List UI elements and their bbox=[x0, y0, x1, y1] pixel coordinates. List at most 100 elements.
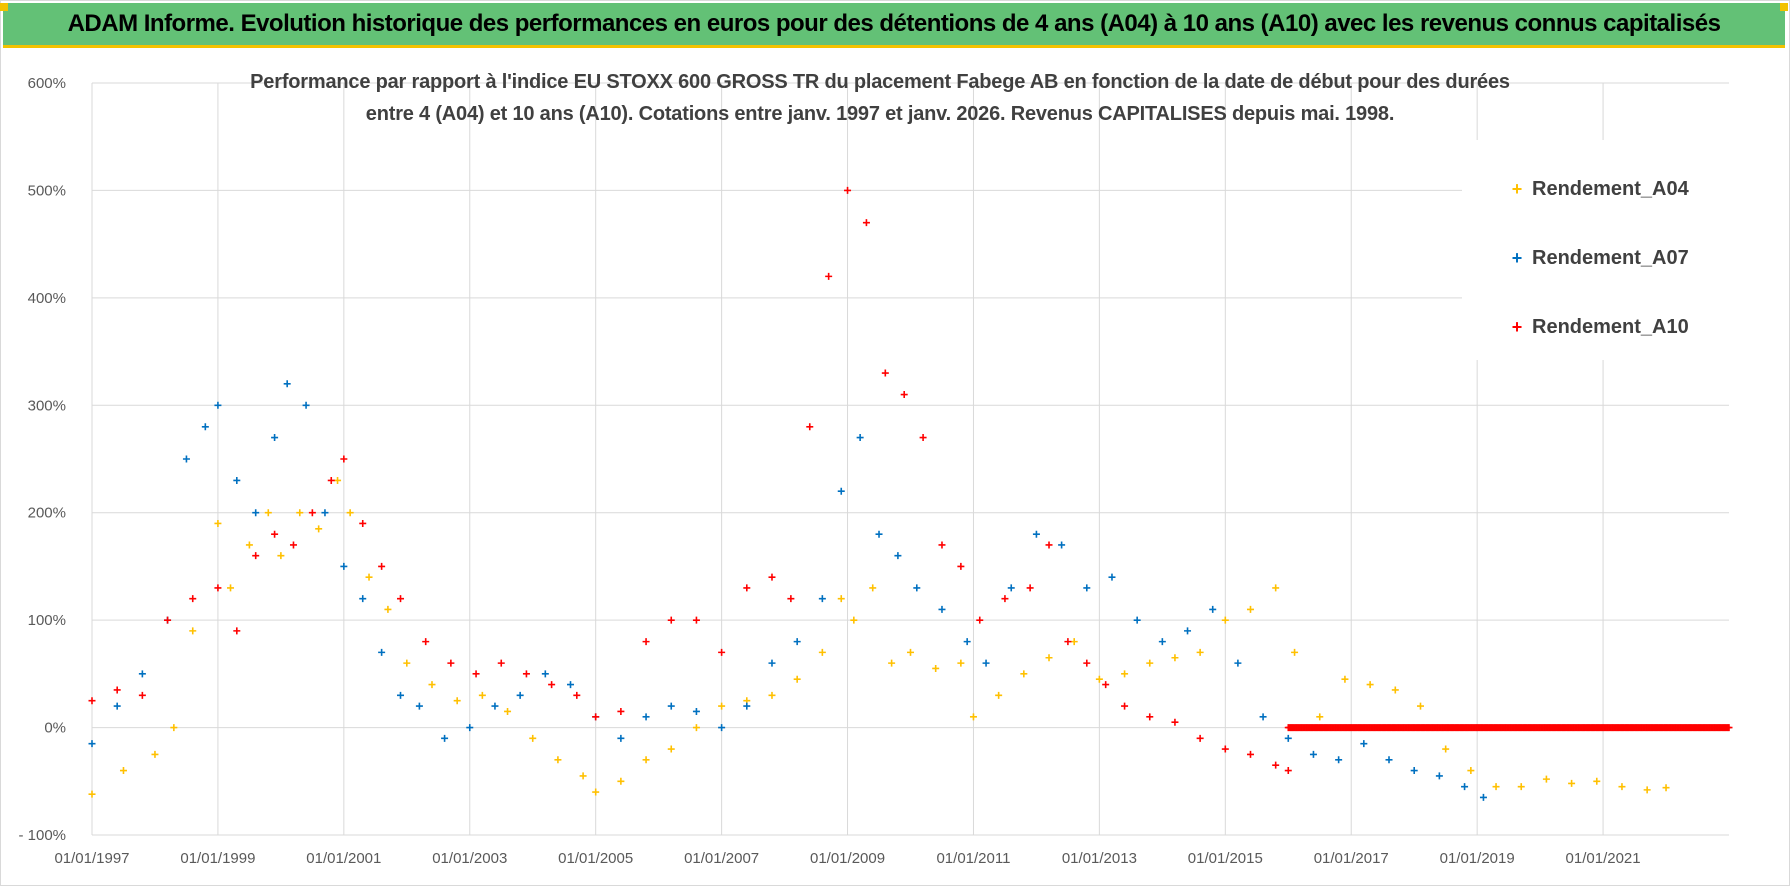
data-point bbox=[743, 702, 751, 710]
x-tick-label: 01/01/2019 bbox=[1440, 850, 1515, 867]
data-point bbox=[1593, 777, 1601, 785]
data-point bbox=[932, 664, 940, 672]
data-point bbox=[1366, 681, 1374, 689]
data-point bbox=[1133, 616, 1141, 624]
data-point bbox=[1146, 659, 1154, 667]
data-point bbox=[1725, 724, 1733, 732]
series-rendement-a10 bbox=[88, 186, 1292, 775]
data-point bbox=[1442, 745, 1450, 753]
data-point bbox=[397, 595, 405, 603]
data-point bbox=[1045, 541, 1053, 549]
data-point bbox=[541, 670, 549, 678]
data-point bbox=[907, 648, 914, 656]
data-point bbox=[340, 455, 348, 463]
data-point bbox=[88, 740, 96, 748]
legend-item-a10: + Rendement_A10 bbox=[1510, 312, 1689, 342]
data-point bbox=[447, 659, 455, 667]
data-point bbox=[189, 595, 197, 603]
data-point bbox=[397, 691, 405, 699]
data-point bbox=[837, 487, 845, 495]
series-rendement-a10-0-flat- bbox=[1284, 724, 1733, 732]
data-point bbox=[573, 691, 581, 699]
data-point bbox=[119, 767, 127, 775]
x-tick-label: 01/01/2011 bbox=[936, 850, 1010, 867]
data-point bbox=[982, 659, 990, 667]
data-point bbox=[252, 552, 260, 560]
data-point bbox=[1467, 767, 1475, 775]
data-point bbox=[743, 584, 751, 592]
legend-marker-a04: + bbox=[1511, 178, 1523, 199]
data-point bbox=[277, 552, 285, 560]
data-point bbox=[825, 272, 833, 280]
chart-legend: + Rendement_A04 + Rendement_A07 + Rendem… bbox=[1462, 140, 1730, 360]
data-point bbox=[969, 713, 977, 721]
data-point bbox=[321, 509, 329, 517]
data-point bbox=[1209, 605, 1217, 613]
y-tick-label: 500% bbox=[28, 182, 66, 199]
x-tick-label: 01/01/2015 bbox=[1188, 850, 1263, 867]
data-point bbox=[453, 697, 461, 705]
data-point bbox=[837, 595, 845, 603]
data-point bbox=[1196, 734, 1204, 742]
data-point bbox=[415, 702, 423, 710]
data-point bbox=[1259, 713, 1267, 721]
data-point bbox=[252, 509, 260, 517]
series-rendement-a04 bbox=[88, 476, 1670, 798]
data-point bbox=[1568, 779, 1576, 787]
data-point bbox=[768, 691, 776, 699]
data-point bbox=[1246, 605, 1254, 613]
data-point bbox=[850, 616, 858, 624]
data-point bbox=[1272, 761, 1280, 769]
data-point bbox=[862, 219, 870, 227]
data-point bbox=[315, 525, 323, 533]
data-point bbox=[995, 691, 1003, 699]
data-point bbox=[888, 659, 896, 667]
data-point bbox=[818, 595, 826, 603]
data-point bbox=[308, 509, 316, 517]
data-point bbox=[1221, 745, 1229, 753]
x-tick-label: 01/01/2013 bbox=[1062, 850, 1137, 867]
data-point bbox=[289, 541, 297, 549]
chart-title: Performance par rapport à l'indice EU ST… bbox=[230, 66, 1530, 130]
legend-marker-a07: + bbox=[1511, 247, 1523, 268]
data-point bbox=[787, 595, 795, 603]
data-point bbox=[567, 681, 575, 689]
x-tick-label: 01/01/2007 bbox=[684, 850, 759, 867]
data-point bbox=[793, 675, 801, 683]
data-point bbox=[1146, 713, 1154, 721]
x-tick-label: 01/01/2005 bbox=[558, 850, 633, 867]
data-point bbox=[806, 423, 814, 431]
data-point bbox=[1291, 648, 1299, 656]
data-point bbox=[478, 691, 486, 699]
data-point bbox=[422, 638, 430, 646]
data-point bbox=[283, 380, 291, 388]
data-point bbox=[881, 369, 889, 377]
data-point bbox=[1284, 767, 1292, 775]
data-point bbox=[1416, 702, 1424, 710]
data-point bbox=[642, 756, 650, 764]
data-point bbox=[1391, 686, 1399, 694]
y-tick-label: 100% bbox=[28, 612, 66, 629]
data-point bbox=[359, 595, 367, 603]
data-point bbox=[1032, 530, 1040, 538]
data-point bbox=[1064, 638, 1072, 646]
data-point bbox=[768, 573, 776, 581]
data-point bbox=[214, 584, 222, 592]
data-point bbox=[718, 702, 726, 710]
data-point bbox=[1517, 783, 1525, 791]
data-point bbox=[856, 434, 864, 442]
data-point bbox=[334, 476, 342, 484]
legend-item-a04: + Rendement_A04 bbox=[1510, 174, 1689, 204]
data-point bbox=[548, 681, 556, 689]
x-tick-label: 01/01/2009 bbox=[810, 850, 885, 867]
data-point bbox=[667, 745, 675, 753]
y-tick-label: 600% bbox=[28, 75, 66, 92]
data-point bbox=[768, 659, 776, 667]
data-point bbox=[1158, 638, 1166, 646]
data-point bbox=[919, 434, 927, 442]
data-point bbox=[214, 519, 222, 527]
header-corner-right bbox=[1780, 3, 1788, 11]
y-tick-label: 0% bbox=[44, 720, 66, 737]
data-point bbox=[214, 401, 222, 409]
